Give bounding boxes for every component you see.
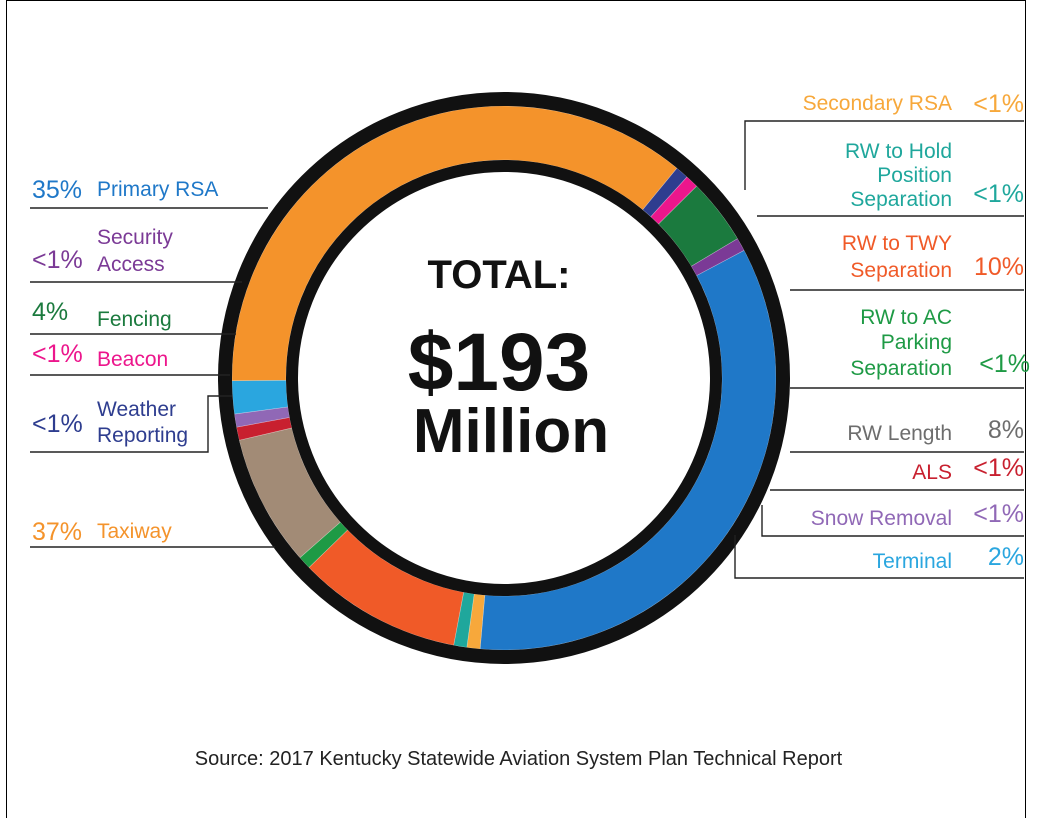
inner-ring-outline (286, 160, 722, 596)
slice-label-rw-to-ac-parking-separation-line-3: Separation (850, 357, 952, 380)
slice-percent-rw-to-ac-parking-separation: <1% (979, 350, 1030, 378)
slice-label-rw-to-ac-parking-separation-line-1: RW to AC (860, 306, 952, 329)
slice-label-rw-to-twy-separation-line-2: Separation (850, 259, 952, 282)
slice-percent-rw-to-hold-position-separation: <1% (973, 180, 1024, 208)
slice-label-rw-to-hold-position-separation-line-3: Separation (850, 188, 952, 211)
slice-percent-fencing: 4% (32, 298, 68, 326)
slice-label-rw-to-hold-position-separation-line-2: Position (877, 164, 952, 187)
slice-label-taxiway: Taxiway (97, 520, 172, 543)
slice-labels: 35% Primary RSA <1% Secondary RSA <1% RW to H… (32, 90, 1030, 573)
leader-lines (30, 120, 1024, 579)
center-title: TOTAL: (428, 253, 571, 297)
slice-label-weather-reporting-line-2: Reporting (97, 424, 188, 447)
outer-ring-outline (218, 92, 790, 664)
slice-percent-terminal: 2% (988, 543, 1024, 571)
leader-line-weather-reporting (30, 395, 232, 453)
figure-frame (6, 0, 1026, 818)
ring-outlines (218, 92, 790, 664)
slice-percent-weather-reporting: <1% (32, 410, 83, 438)
slice-label-secondary-rsa: Secondary RSA (803, 92, 952, 115)
slice-percent-beacon: <1% (32, 340, 83, 368)
slice-label-terminal: Terminal (873, 550, 952, 573)
slice-label-weather-reporting-line-1: Weather (97, 398, 176, 421)
slice-label-security-access-line-2: Access (97, 253, 165, 276)
slice-percent-rw-to-twy-separation: 10% (974, 253, 1024, 281)
slice-label-rw-length: RW Length (847, 422, 952, 445)
slice-label-rw-to-hold-position-separation-line-1: RW to Hold (845, 140, 952, 163)
source-note: Source: 2017 Kentucky Statewide Aviation… (194, 748, 843, 770)
leader-line-terminal (734, 535, 1024, 579)
slice-label-rw-to-ac-parking-separation-line-2: Parking (881, 331, 952, 354)
slice-label-fencing: Fencing (97, 308, 172, 331)
slice-label-beacon: Beacon (97, 348, 168, 371)
center-value: $193 (408, 317, 590, 408)
slice-label-snow-removal: Snow Removal (811, 507, 952, 530)
leader-line-snow-removal (761, 505, 1024, 537)
slice-percent-secondary-rsa: <1% (973, 90, 1024, 118)
center-unit: Million (413, 397, 609, 466)
slice-percent-taxiway: 37% (32, 518, 82, 546)
slice-percent-rw-length: 8% (988, 416, 1024, 444)
slice-percent-als: <1% (973, 454, 1024, 482)
slice-percent-primary-rsa: 35% (32, 176, 82, 204)
slice-label-rw-to-twy-separation-line-1: RW to TWY (842, 232, 952, 255)
slice-percent-security-access: <1% (32, 246, 83, 274)
slice-label-als: ALS (912, 461, 952, 484)
leader-line-secondary-rsa (744, 120, 1024, 190)
slice-percent-snow-removal: <1% (973, 500, 1024, 528)
slice-label-security-access-line-1: Security (97, 226, 173, 249)
slice-label-primary-rsa: Primary RSA (97, 178, 218, 201)
